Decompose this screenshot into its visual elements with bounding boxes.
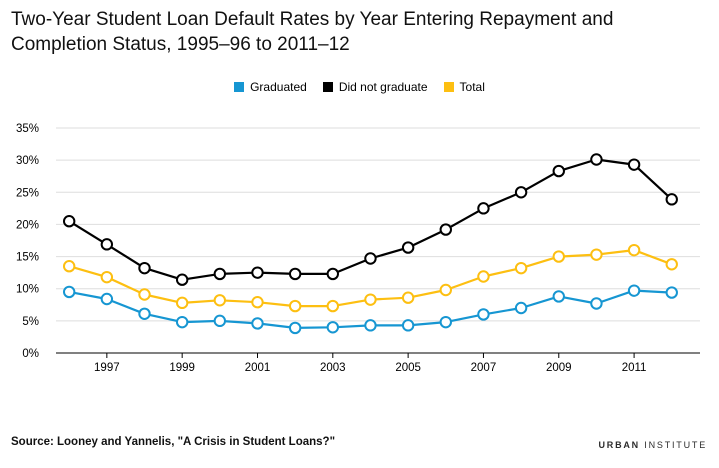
x-tick-label: 2011: [622, 362, 647, 374]
data-point-graduated: [175, 315, 189, 329]
data-point-did-not-graduate: [213, 267, 227, 281]
data-point-total: [175, 296, 189, 310]
data-point-did-not-graduate: [364, 252, 377, 265]
y-tick-label: 5%: [22, 316, 39, 328]
data-point-total: [665, 258, 678, 271]
x-tick-label: 2005: [395, 362, 421, 374]
legend-swatch: [443, 82, 454, 92]
data-point-did-not-graduate: [251, 266, 264, 279]
x-tick-label: 1999: [169, 362, 195, 374]
data-point-graduated: [326, 321, 340, 334]
data-point-graduated: [590, 297, 603, 310]
y-tick-label: 35%: [16, 123, 39, 135]
data-point-did-not-graduate: [552, 164, 565, 178]
legend-label: Graduated: [250, 80, 307, 94]
data-point-graduated: [100, 292, 114, 306]
legend-label: Total: [459, 80, 485, 94]
y-tick-label: 30%: [16, 155, 39, 167]
data-point-total: [627, 243, 641, 257]
data-point-total: [477, 270, 490, 283]
data-point-graduated: [665, 286, 678, 299]
data-point-total: [326, 299, 340, 313]
data-point-graduated: [477, 308, 490, 321]
data-point-graduated: [213, 314, 227, 328]
data-point-did-not-graduate: [175, 273, 189, 286]
source-note: Source: Looney and Yannelis, "A Crisis i…: [11, 436, 336, 448]
brand-light: INSTITUTE: [644, 440, 707, 450]
data-point-total: [100, 270, 114, 284]
y-tick-label: 10%: [16, 284, 39, 296]
data-point-did-not-graduate: [326, 267, 340, 281]
data-point-did-not-graduate: [288, 267, 302, 281]
x-tick-label: 2003: [320, 362, 346, 374]
legend-item-graduated: Graduated: [234, 80, 307, 94]
data-point-total: [364, 293, 377, 306]
data-point-did-not-graduate: [138, 261, 151, 275]
brand-bold: URBAN: [598, 440, 640, 450]
x-tick-label: 2007: [471, 362, 497, 374]
data-point-total: [62, 260, 76, 273]
data-point-total: [401, 291, 415, 304]
data-point-total: [514, 261, 528, 275]
brand-logo: URBAN INSTITUTE: [598, 440, 707, 450]
y-tick-label: 0%: [22, 348, 39, 360]
y-tick-label: 15%: [16, 252, 39, 264]
legend-item-did-not-graduate: Did not graduate: [322, 80, 428, 94]
x-tick-label: 2001: [245, 362, 271, 374]
data-point-total: [552, 250, 565, 263]
chart-title: Two-Year Student Loan Default Rates by Y…: [11, 9, 614, 55]
data-point-total: [288, 299, 302, 313]
y-tick-label: 25%: [16, 187, 39, 199]
data-point-did-not-graduate: [514, 186, 528, 199]
data-point-did-not-graduate: [100, 238, 114, 251]
data-point-total: [590, 248, 603, 261]
data-point-graduated: [627, 284, 641, 297]
data-point-graduated: [138, 307, 151, 320]
data-point-graduated: [514, 301, 528, 315]
data-point-total: [251, 296, 264, 309]
data-point-graduated: [401, 319, 415, 332]
data-point-graduated: [364, 319, 377, 332]
data-point-did-not-graduate: [477, 202, 490, 215]
data-point-total: [213, 294, 227, 307]
data-point-did-not-graduate: [439, 223, 452, 236]
data-point-graduated: [552, 290, 565, 303]
data-point-did-not-graduate: [62, 215, 76, 228]
data-point-did-not-graduate: [665, 193, 678, 206]
legend-label: Did not graduate: [338, 80, 428, 94]
legend-item-total: Total: [443, 80, 485, 94]
data-point-graduated: [439, 315, 452, 329]
data-point-graduated: [62, 285, 76, 299]
data-point-did-not-graduate: [401, 241, 415, 254]
x-tick-label: 2009: [546, 362, 572, 374]
data-point-did-not-graduate: [590, 153, 603, 166]
data-point-graduated: [251, 317, 264, 330]
chart-legend: Graduated Did not graduate Total: [0, 80, 719, 94]
y-tick-label: 20%: [16, 219, 39, 231]
x-tick-label: 1997: [94, 362, 120, 374]
legend-swatch: [322, 82, 333, 92]
data-point-did-not-graduate: [627, 158, 641, 171]
data-point-total: [138, 288, 151, 301]
legend-swatch: [234, 82, 245, 92]
data-point-total: [439, 283, 452, 297]
data-point-graduated: [288, 321, 302, 335]
